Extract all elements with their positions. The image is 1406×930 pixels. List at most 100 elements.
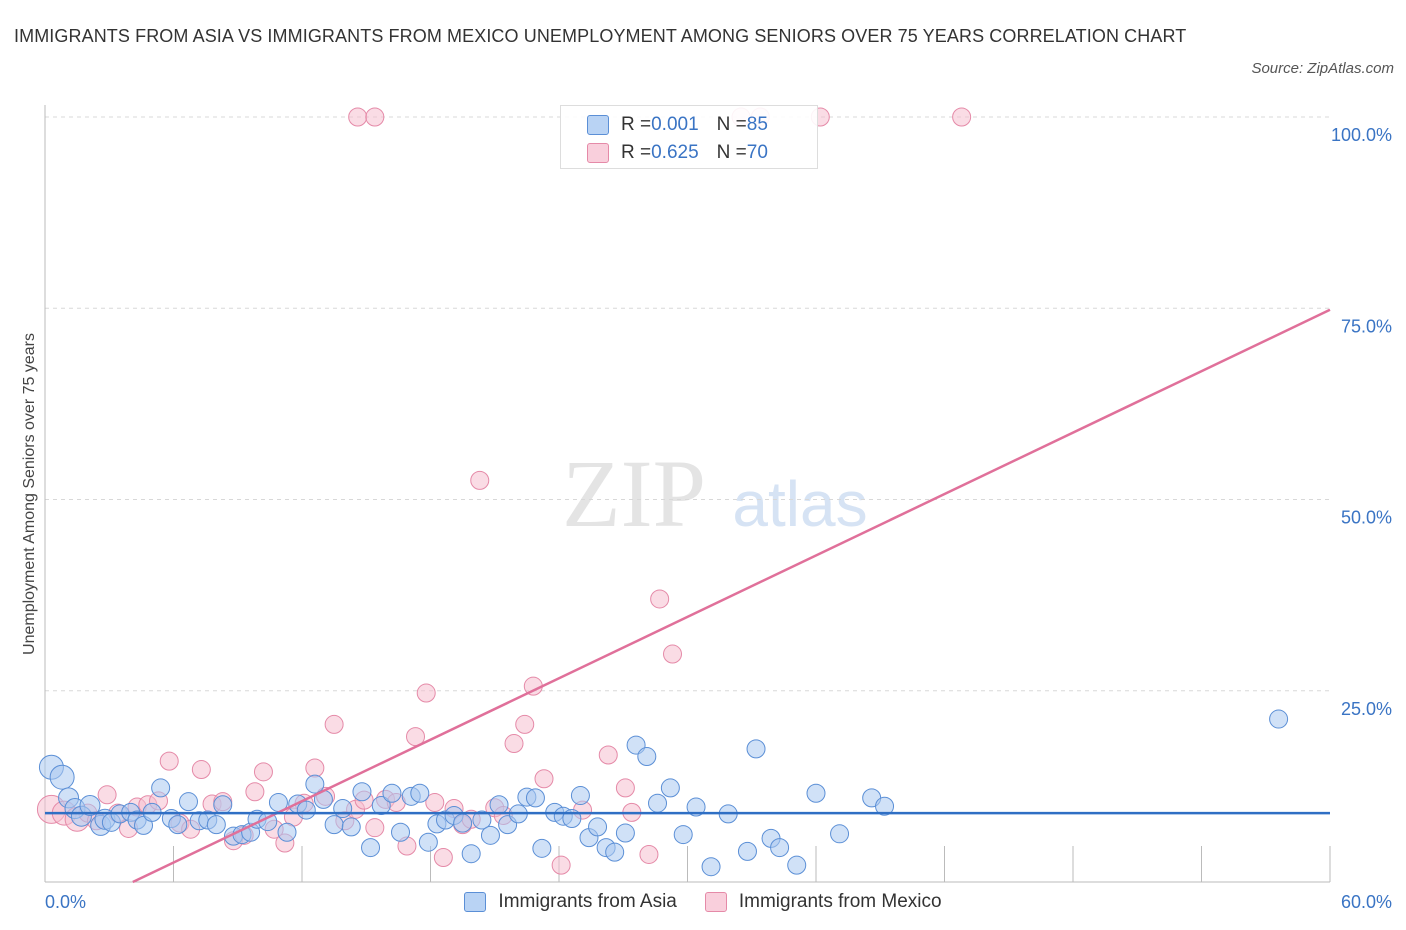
mexico-point [253,762,273,782]
asia-point [1269,709,1289,729]
asia-point [686,797,706,817]
correlation-legend: R = 0.001 N = 85 R = 0.625 N = 70 [560,105,818,169]
asia-point [525,788,545,808]
asia-point [701,857,721,877]
mexico-trend-line [132,308,1331,884]
mexico-point [365,107,385,127]
asia-point [480,825,500,845]
mexico-point [650,589,670,609]
asia-point [746,739,766,759]
mexico-n-value: 70 [746,142,768,163]
watermark: ZIP atlas [562,440,868,547]
asia-point [324,815,344,835]
asia-point [489,795,509,815]
asia-points [38,709,1289,877]
watermark-zip: ZIP [562,440,706,547]
mexico-point [416,683,436,703]
legend-item-mexico: Immigrants from Mexico [704,891,942,913]
asia-point [637,747,657,767]
asia-point [660,778,680,798]
mexico-r-value: 0.625 [651,142,699,163]
mexico-point [663,644,683,664]
mexico-point [97,785,117,805]
mexico-point [639,844,659,864]
asia-point [206,815,226,835]
asia-point [532,838,552,858]
mexico-point [245,782,265,802]
series-legend: Immigrants from Asia Immigrants from Mex… [0,888,1406,916]
tick-labels: 25.0% 50.0% 75.0% 100.0% 0.0% 60.0% [45,125,1392,912]
mexico-point [504,734,524,754]
asia-point [673,825,693,845]
asia-point [588,817,608,837]
legend-row-mexico: R = 0.625 N = 70 [587,141,768,165]
mexico-swatch [587,143,609,163]
asia-point [151,778,171,798]
mexico-point [425,792,445,812]
asia-point [333,799,353,819]
grid-lines [45,116,1330,692]
asia-point [875,796,895,816]
asia-point [453,813,473,833]
asia-point [648,793,668,813]
asia-point [296,800,316,820]
mexico-point [365,818,385,838]
mexico-point [348,107,368,127]
axes [44,105,1331,883]
x-tick-label: 60.0% [1341,892,1392,912]
asia-point [806,783,826,803]
mexico-point [551,855,571,875]
asia-point [605,842,625,862]
asia-point [168,815,188,835]
asia-r-label: R = [621,114,652,135]
asia-n-label: N = [716,114,747,135]
mexico-r-label: R = [621,142,652,163]
asia-swatch [587,115,609,135]
asia-point [352,782,372,802]
mexico-legend-swatch [704,892,727,912]
asia-point [461,844,481,864]
asia-point [391,822,411,842]
source-note: Source: ZipAtlas.com [1251,60,1394,77]
y-tick-label: 25.0% [1341,699,1392,719]
mexico-point [324,714,344,734]
asia-point [418,832,438,852]
asia-point [737,841,757,861]
asia-point [371,796,391,815]
mexico-point [952,107,972,127]
asia-point [305,774,325,794]
asia-point [361,838,381,858]
y-tick-label: 50.0% [1341,508,1392,528]
asia-point [49,764,75,790]
asia-legend-label: Immigrants from Asia [498,891,677,912]
asia-point [213,795,233,815]
mexico-point [191,760,211,780]
x-tick-label: 0.0% [45,892,86,912]
watermark-atlas: atlas [732,468,867,540]
y-tick-label: 75.0% [1341,316,1392,336]
chart-title: IMMIGRANTS FROM ASIA VS IMMIGRANTS FROM … [14,26,1187,46]
asia-point [787,855,807,875]
asia-point [410,783,430,803]
mexico-n-label: N = [716,142,747,163]
y-tick-label: 100.0% [1331,125,1392,145]
trend-lines [45,308,1331,884]
mexico-point [515,714,535,734]
asia-point [770,838,790,858]
legend-item-asia: Immigrants from Asia [464,891,677,913]
legend-row-asia: R = 0.001 N = 85 [587,113,768,137]
mexico-point [305,758,325,778]
mexico-legend-label: Immigrants from Mexico [738,891,942,912]
asia-point [472,810,492,830]
asia-legend-swatch [464,892,487,912]
mexico-point [470,470,490,490]
asia-point [382,783,402,803]
asia-r-value: 0.001 [651,114,699,135]
mexico-point [433,848,453,868]
mexico-point [159,751,179,771]
asia-point [615,823,635,843]
mexico-point [534,769,554,789]
asia-point [79,795,101,816]
asia-point [277,822,297,842]
